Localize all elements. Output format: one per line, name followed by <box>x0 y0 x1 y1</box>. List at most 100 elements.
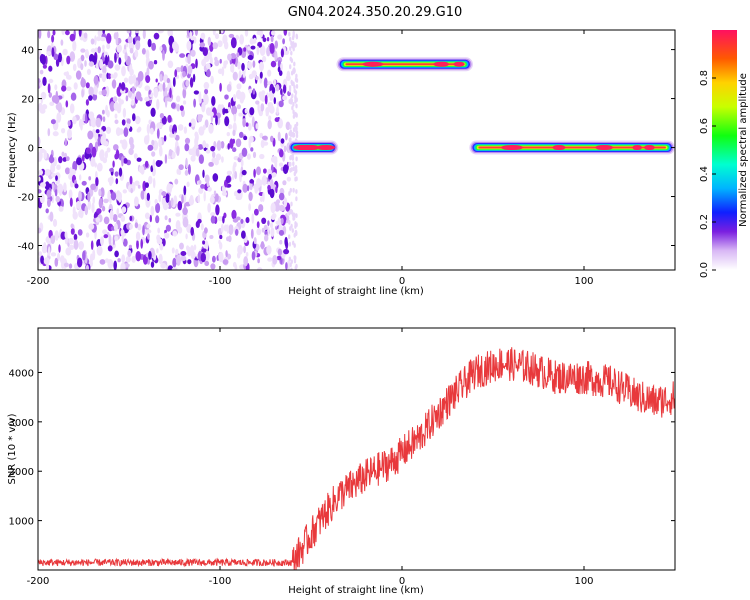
spectrogram-noise-cell <box>220 141 225 149</box>
colorbar: 0.0 0.2 0.4 0.6 0.8 Normalized spectral ampl… <box>699 30 749 278</box>
spectrogram-noise-cell <box>47 246 51 257</box>
spectrogram-noise-cell <box>237 61 241 70</box>
spectrogram-noise-cell <box>219 234 223 240</box>
spectrogram-noise-cell <box>113 260 117 270</box>
spectrogram-noise-cell <box>145 75 151 84</box>
spectrogram-noise-cell <box>176 145 180 157</box>
spectrogram-noise-cell <box>251 213 255 224</box>
spectrogram-noise-cell <box>58 52 62 63</box>
spectrogram-noise-cell <box>222 34 228 45</box>
spectrogram-noise-cell <box>127 90 132 98</box>
spectrogram-noise-cell <box>274 160 278 169</box>
spectrogram-noise-cell <box>252 60 256 68</box>
spectrogram-noise-cell <box>247 61 253 70</box>
spectrogram-noise-cell <box>245 122 249 127</box>
spectrogram-noise-cell <box>271 213 277 219</box>
spectrogram-noise-cell <box>219 82 222 92</box>
spectrogram-noise-cell <box>185 157 188 169</box>
spectrogram-noise-cell <box>215 115 218 126</box>
spectrogram-noise-cell <box>278 162 284 167</box>
spectrogram-noise-cell <box>295 84 299 89</box>
spectrogram-noise-cell <box>247 123 252 131</box>
spectrogram-noise-cell <box>121 233 124 243</box>
spectrogram-noise-cell <box>94 47 98 53</box>
spectrogram-noise-cell <box>61 128 66 134</box>
spectrogram-noise-cell <box>67 120 71 127</box>
spectrogram-noise-cell <box>240 159 244 167</box>
spectrogram-noise-cell <box>124 52 128 61</box>
spectrogram-noise-cell <box>135 40 141 51</box>
spectrogram-noise-cell <box>209 111 214 117</box>
spectrogram-noise-cell <box>112 73 117 79</box>
spectrogram-noise-cell <box>38 227 42 234</box>
colorbar-gradient <box>712 30 737 270</box>
spectrogram-noise-cell <box>153 32 160 40</box>
spectrogram-noise-cell <box>50 235 56 245</box>
spectrogram-x-axis-label: Height of straight line (km) <box>288 286 424 297</box>
spectrogram-noise-cell <box>94 132 98 142</box>
spectrogram-noise-cell <box>210 215 216 224</box>
spectrogram-noise-cell <box>85 264 90 270</box>
spectrogram-noise-cell <box>167 30 172 37</box>
spectrogram-noise-cell <box>144 96 150 102</box>
spectrogram-noise-cell <box>135 30 139 34</box>
spectrogram-noise-cell <box>290 201 293 207</box>
spectrogram-noise-cell <box>253 37 257 43</box>
spectrogram-noise-cell <box>38 189 42 194</box>
spectrogram-noise-cell <box>283 30 288 36</box>
spectrogram-noise-cell <box>283 197 288 208</box>
spectrogram-noise-cell <box>289 155 293 160</box>
spectrogram-noise-cell <box>39 69 44 75</box>
spectrogram-noise-cell <box>228 33 235 38</box>
spectrogram-noise-cell <box>41 54 46 65</box>
spectrogram-noise-cell <box>69 103 75 114</box>
spectrogram-noise-cell <box>275 199 281 205</box>
spectrogram-noise-cell <box>210 115 214 123</box>
spectrogram-noise-cell <box>159 145 163 157</box>
spectrogram-noise-cell <box>212 42 218 50</box>
spectrogram-noise-cell <box>291 228 294 233</box>
spectrogram-noise-cell <box>71 169 76 175</box>
spectrogram-noise-cell <box>126 30 131 34</box>
snr-x-tick-label: 100 <box>574 576 593 587</box>
spectrogram-noise-cell <box>203 81 210 90</box>
spectrogram-noise-cell <box>134 222 139 229</box>
spectrogram-noise-cell <box>224 94 229 100</box>
spectrogram-noise-cell <box>190 118 196 127</box>
spectrogram-noise-cell <box>87 191 91 203</box>
spectrogram-noise-cell <box>248 135 254 143</box>
spectrogram-noise-cell <box>46 51 52 56</box>
spectrogram-noise-cell <box>76 157 82 166</box>
spectrogram-noise-cell <box>43 257 50 265</box>
spectrogram-noise-cell <box>85 99 89 106</box>
spectrogram-noise-cell <box>95 117 102 128</box>
spectrogram-noise-cell <box>117 258 121 263</box>
spectrogram-noise-cell <box>174 69 178 78</box>
spectrogram-noise-cell <box>116 44 122 53</box>
spectrogram-noise-cell <box>211 157 218 163</box>
spectrogram-noise-cell <box>258 204 264 212</box>
spectrogram-noise-cell <box>72 63 77 72</box>
spectrogram-noise-cell <box>97 136 101 147</box>
spectrogram-noise-cell <box>289 161 292 167</box>
spectrogram-noise-cell <box>51 182 55 190</box>
spectrogram-noise-cell <box>275 220 282 225</box>
spectrogram-noise-cell <box>231 209 237 220</box>
spectrogram-noise-cell <box>203 191 206 202</box>
spectrogram-noise-cell <box>282 95 288 101</box>
spectrogram-noise-cell <box>218 239 221 245</box>
spectrogram-noise-cell <box>63 71 69 76</box>
spectrogram-band-hotspot <box>362 61 384 67</box>
spectrogram-noise-cell <box>88 86 94 97</box>
spectrogram-noise-cell <box>88 176 92 181</box>
spectrogram-noise-cell <box>234 171 238 180</box>
spectrogram-noise-cell <box>228 224 234 236</box>
spectrogram-noise-cell <box>159 243 164 251</box>
spectrogram-noise-cell <box>156 98 160 110</box>
spectrogram-noise-cell <box>256 221 260 229</box>
spectrogram-noise-cell <box>222 259 229 265</box>
spectrogram-noise-cell <box>285 262 288 270</box>
spectrogram-plot-area <box>38 30 675 270</box>
spectrogram-noise-cell <box>47 83 51 94</box>
spectrogram-noise-cell <box>163 135 167 142</box>
